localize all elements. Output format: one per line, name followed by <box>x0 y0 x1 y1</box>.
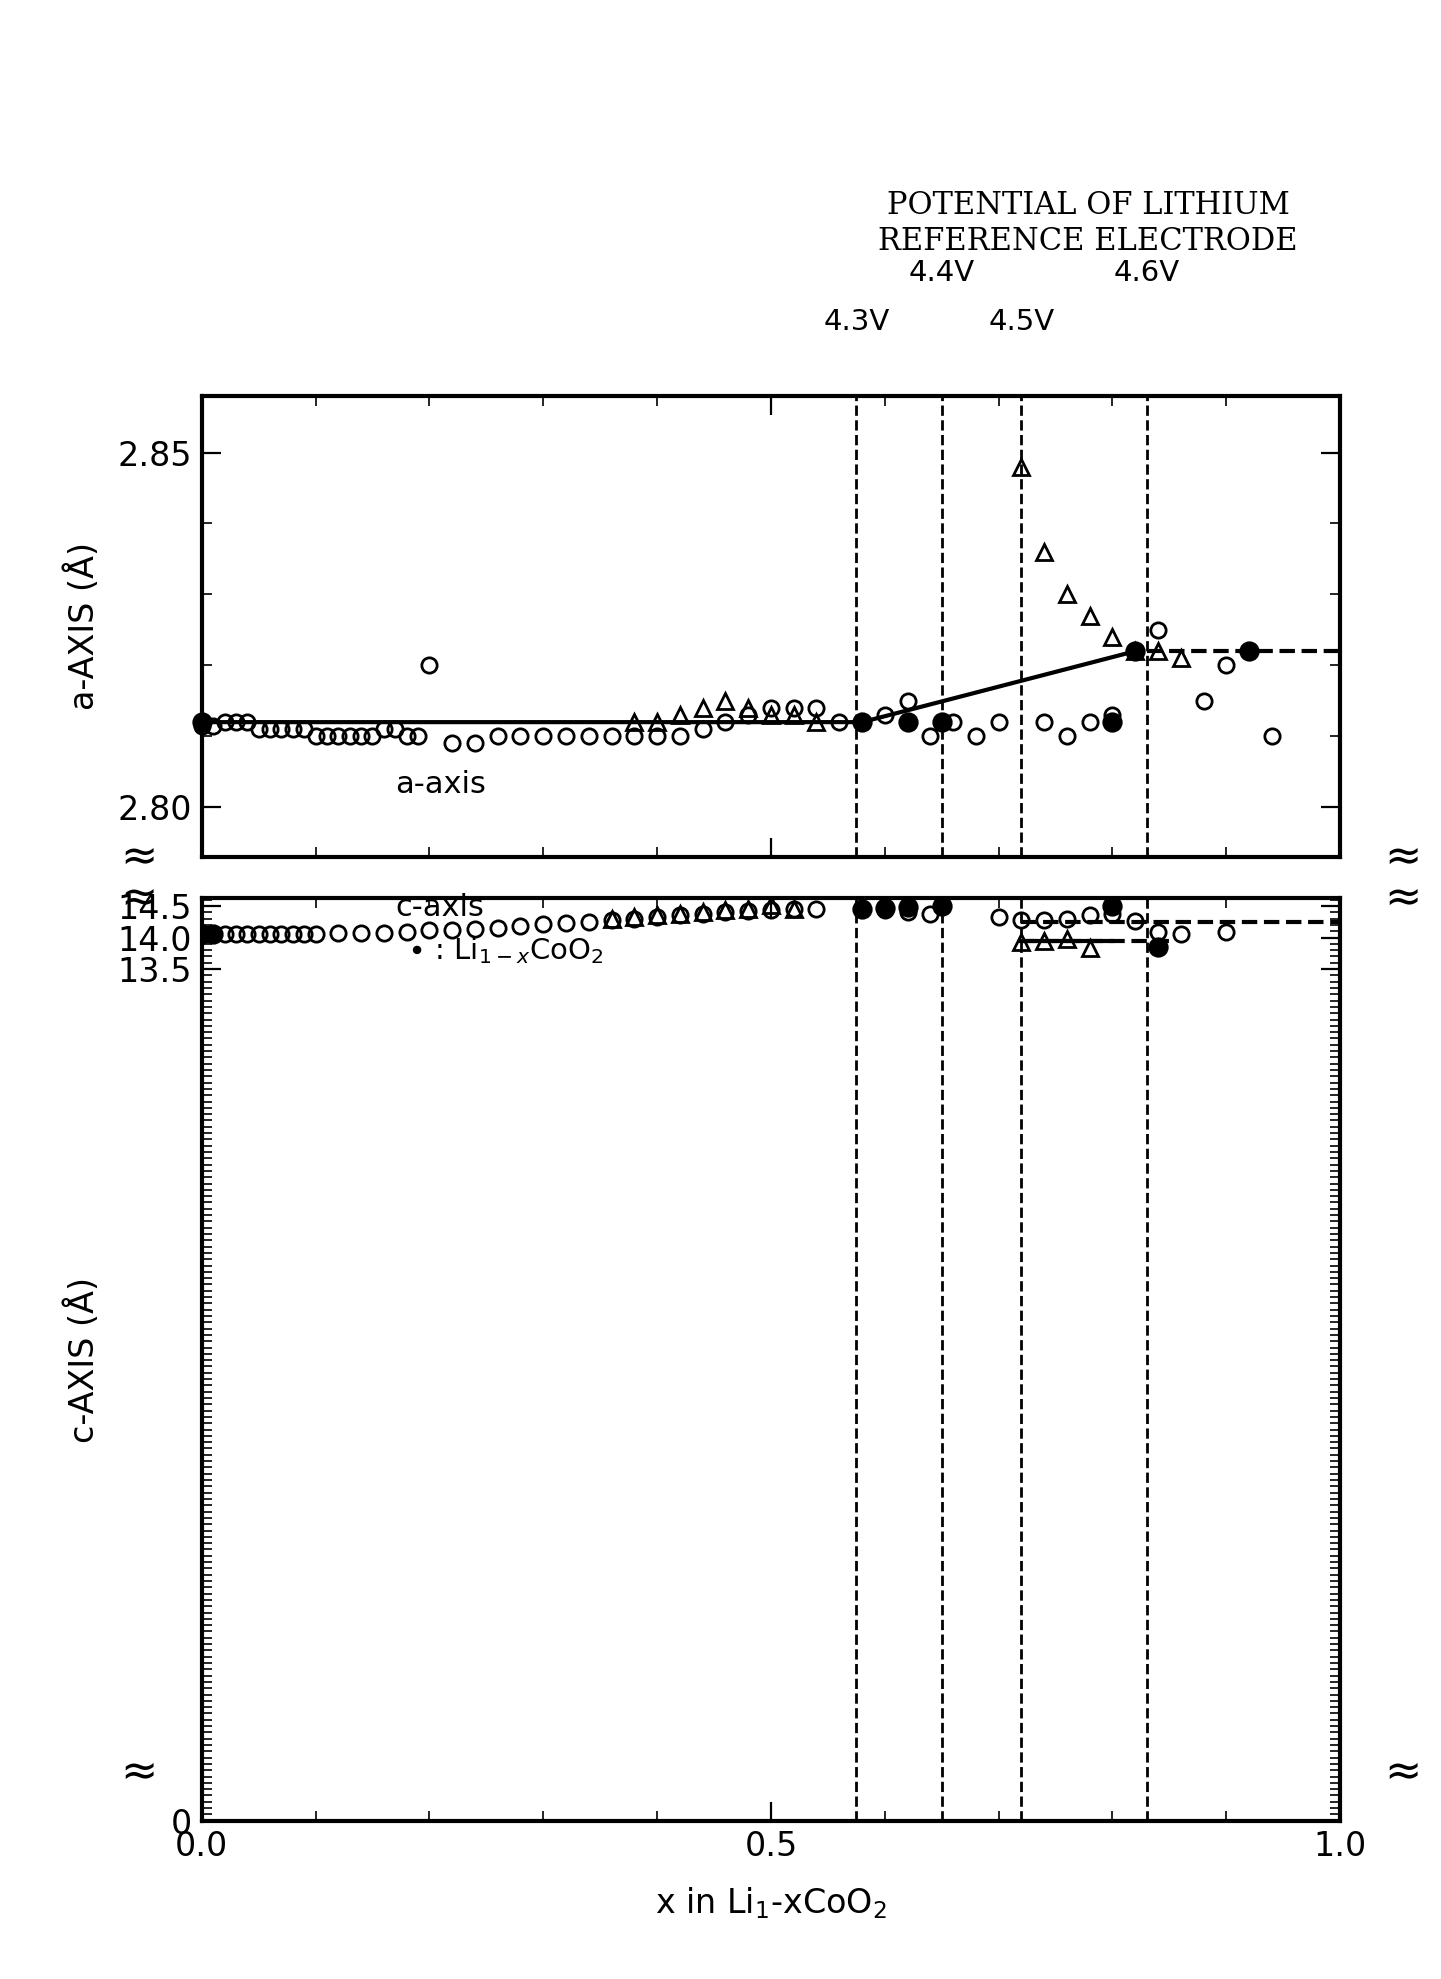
Text: ≈: ≈ <box>1385 1751 1421 1795</box>
Text: ≈: ≈ <box>121 877 157 920</box>
Text: POTENTIAL OF LITHIUM
REFERENCE ELECTRODE: POTENTIAL OF LITHIUM REFERENCE ELECTRODE <box>878 190 1298 257</box>
Text: 4.6V: 4.6V <box>1114 259 1180 287</box>
Text: ≈: ≈ <box>1385 835 1421 879</box>
Text: $\bullet$ : Li$_{1-x}$CoO$_{2}$: $\bullet$ : Li$_{1-x}$CoO$_{2}$ <box>406 936 602 966</box>
Y-axis label: a-AXIS (Å): a-AXIS (Å) <box>65 542 101 710</box>
Text: 4.5V: 4.5V <box>989 309 1055 336</box>
Text: 4.3V: 4.3V <box>823 309 889 336</box>
Text: c-axis: c-axis <box>395 893 484 922</box>
Y-axis label: c-AXIS (Å): c-AXIS (Å) <box>65 1276 101 1443</box>
X-axis label: x in Li$_1$-xCoO$_2$: x in Li$_1$-xCoO$_2$ <box>654 1886 888 1922</box>
Text: a-axis: a-axis <box>395 770 486 800</box>
Text: ≈: ≈ <box>121 835 157 879</box>
Text: ≈: ≈ <box>1385 877 1421 920</box>
Text: ≈: ≈ <box>121 1751 157 1795</box>
Text: 4.4V: 4.4V <box>909 259 974 287</box>
